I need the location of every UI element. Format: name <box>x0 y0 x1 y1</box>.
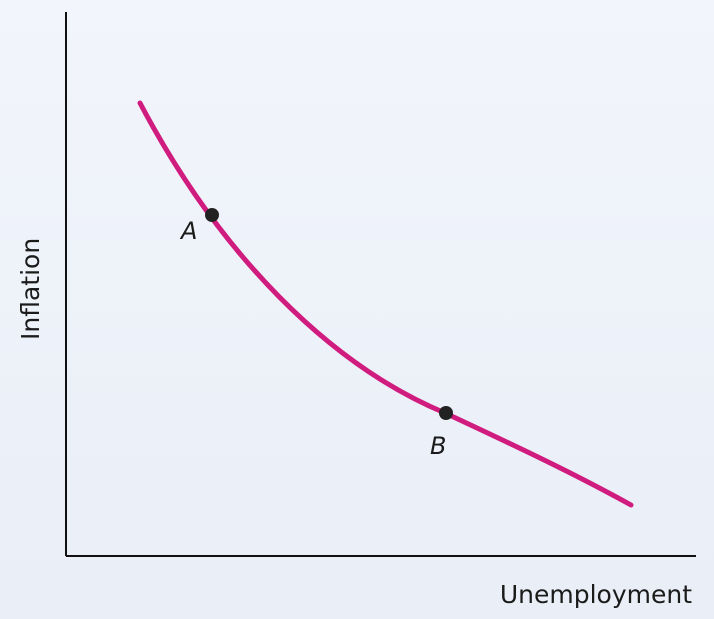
x-axis-label: Unemployment <box>499 580 692 609</box>
tradeoff-curve <box>137 100 634 508</box>
point-b-label: B <box>430 432 447 460</box>
point-b-marker <box>439 406 453 420</box>
point-a-label: A <box>181 217 198 245</box>
point-a-marker <box>205 208 219 222</box>
y-axis-label: Inflation <box>16 237 45 340</box>
